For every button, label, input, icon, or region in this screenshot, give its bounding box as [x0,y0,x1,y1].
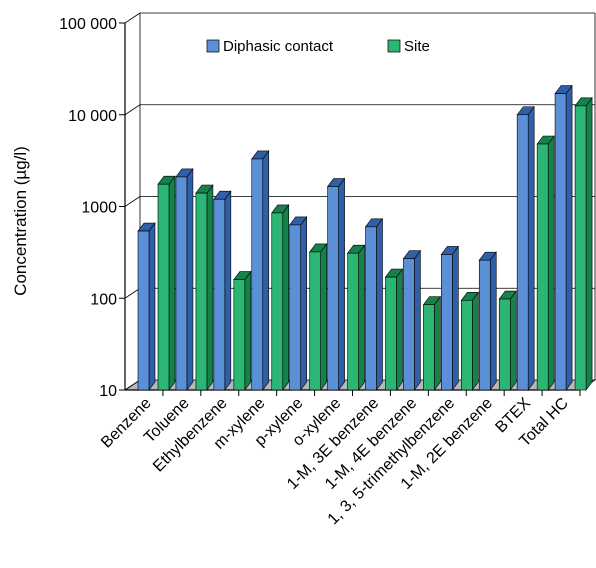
bar-site-1-m-4e-benzene [422,295,442,391]
bar-diphasic-contact-1-m-4e-benzene [402,249,422,391]
legend-label-site: Site [404,38,430,55]
y-tick-labels: 10 100 1000 10 000 100 000 [59,16,117,400]
legend-swatch-diphasic-contact [206,39,220,53]
bar-diphasic-contact-1-m-2e-benzene [478,251,497,391]
legend-swatch-site [387,39,401,53]
legend: Diphasic contact Site [206,38,430,55]
gridline-diagonal [124,379,141,391]
y-axis-label: Concentration (µg/l) [11,146,30,296]
y-tick-label: 100 [90,291,117,308]
bar-diphasic-contact-benzene [137,222,156,391]
bar-diphasic-contact-toluene [175,168,194,391]
y-tick-label: 10 [99,383,117,400]
bar-site-1-m-2e-benzene [498,290,517,391]
bar-site-1-m-3e-benzene [384,268,404,391]
gridline-diagonal [124,196,141,207]
bar-site-benzene [157,175,176,391]
bar-site-1-3-5-trimethylbenzene [460,291,479,391]
y-tick-label: 10 000 [68,108,117,125]
bar-diphasic-contact-o-xylene [326,177,346,391]
y-tick-label: 1000 [81,200,117,217]
gridline-diagonal [124,12,141,24]
bar-diphasic-contact-p-xylene [289,216,308,391]
gridline-diagonal [124,104,141,116]
y-tick-label: 100 000 [59,16,117,33]
bar-diphasic-contact-ethylbenzene [213,190,232,391]
bar-site-total-hc [574,96,593,391]
bar-site-toluene [195,184,214,391]
bar-site-ethylbenzene [233,270,252,391]
bar-diphasic-contact-1-m-3e-benzene [364,217,384,391]
bar-site-m-xylene [271,204,290,391]
x-tick-labels: BenzeneTolueneEthylbenzenem-xylenep-xyle… [98,395,572,529]
bar-diphasic-contact-1-3-5-trimethylbenzene [440,245,459,391]
bar-diphasic-contact-m-xylene [251,150,270,391]
bar-site-o-xylene [346,244,366,391]
bars [137,84,593,391]
gridline-diagonal [124,287,141,299]
bar-diphasic-contact-btex [516,105,535,391]
bar-site-p-xylene [309,243,328,391]
bar-site-btex [536,135,555,391]
x-tick-label-benzene: Benzene [98,395,155,452]
bar-diphasic-contact-total-hc [554,84,573,391]
legend-label-diphasic-contact: Diphasic contact [223,38,334,55]
